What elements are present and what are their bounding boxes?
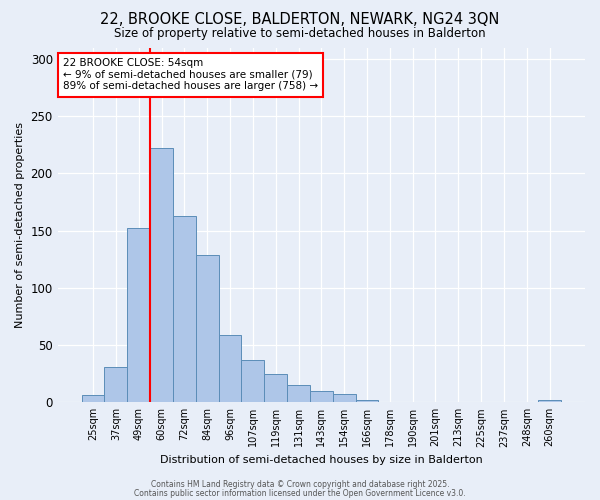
Bar — [218, 335, 241, 402]
Text: Size of property relative to semi-detached houses in Balderton: Size of property relative to semi-detach… — [114, 28, 486, 40]
Bar — [150, 148, 173, 403]
Bar — [356, 400, 379, 402]
Bar — [538, 400, 561, 402]
X-axis label: Distribution of semi-detached houses by size in Balderton: Distribution of semi-detached houses by … — [160, 455, 483, 465]
Text: Contains HM Land Registry data © Crown copyright and database right 2025.: Contains HM Land Registry data © Crown c… — [151, 480, 449, 489]
Bar — [287, 385, 310, 402]
Bar — [104, 367, 127, 402]
Bar — [127, 228, 150, 402]
Bar — [196, 254, 218, 402]
Bar — [82, 396, 104, 402]
Bar — [264, 374, 287, 402]
Text: 22 BROOKE CLOSE: 54sqm
← 9% of semi-detached houses are smaller (79)
89% of semi: 22 BROOKE CLOSE: 54sqm ← 9% of semi-deta… — [63, 58, 318, 92]
Text: Contains public sector information licensed under the Open Government Licence v3: Contains public sector information licen… — [134, 488, 466, 498]
Bar — [333, 394, 356, 402]
Y-axis label: Number of semi-detached properties: Number of semi-detached properties — [15, 122, 25, 328]
Bar — [241, 360, 264, 403]
Bar — [310, 391, 333, 402]
Bar — [173, 216, 196, 402]
Text: 22, BROOKE CLOSE, BALDERTON, NEWARK, NG24 3QN: 22, BROOKE CLOSE, BALDERTON, NEWARK, NG2… — [100, 12, 500, 28]
